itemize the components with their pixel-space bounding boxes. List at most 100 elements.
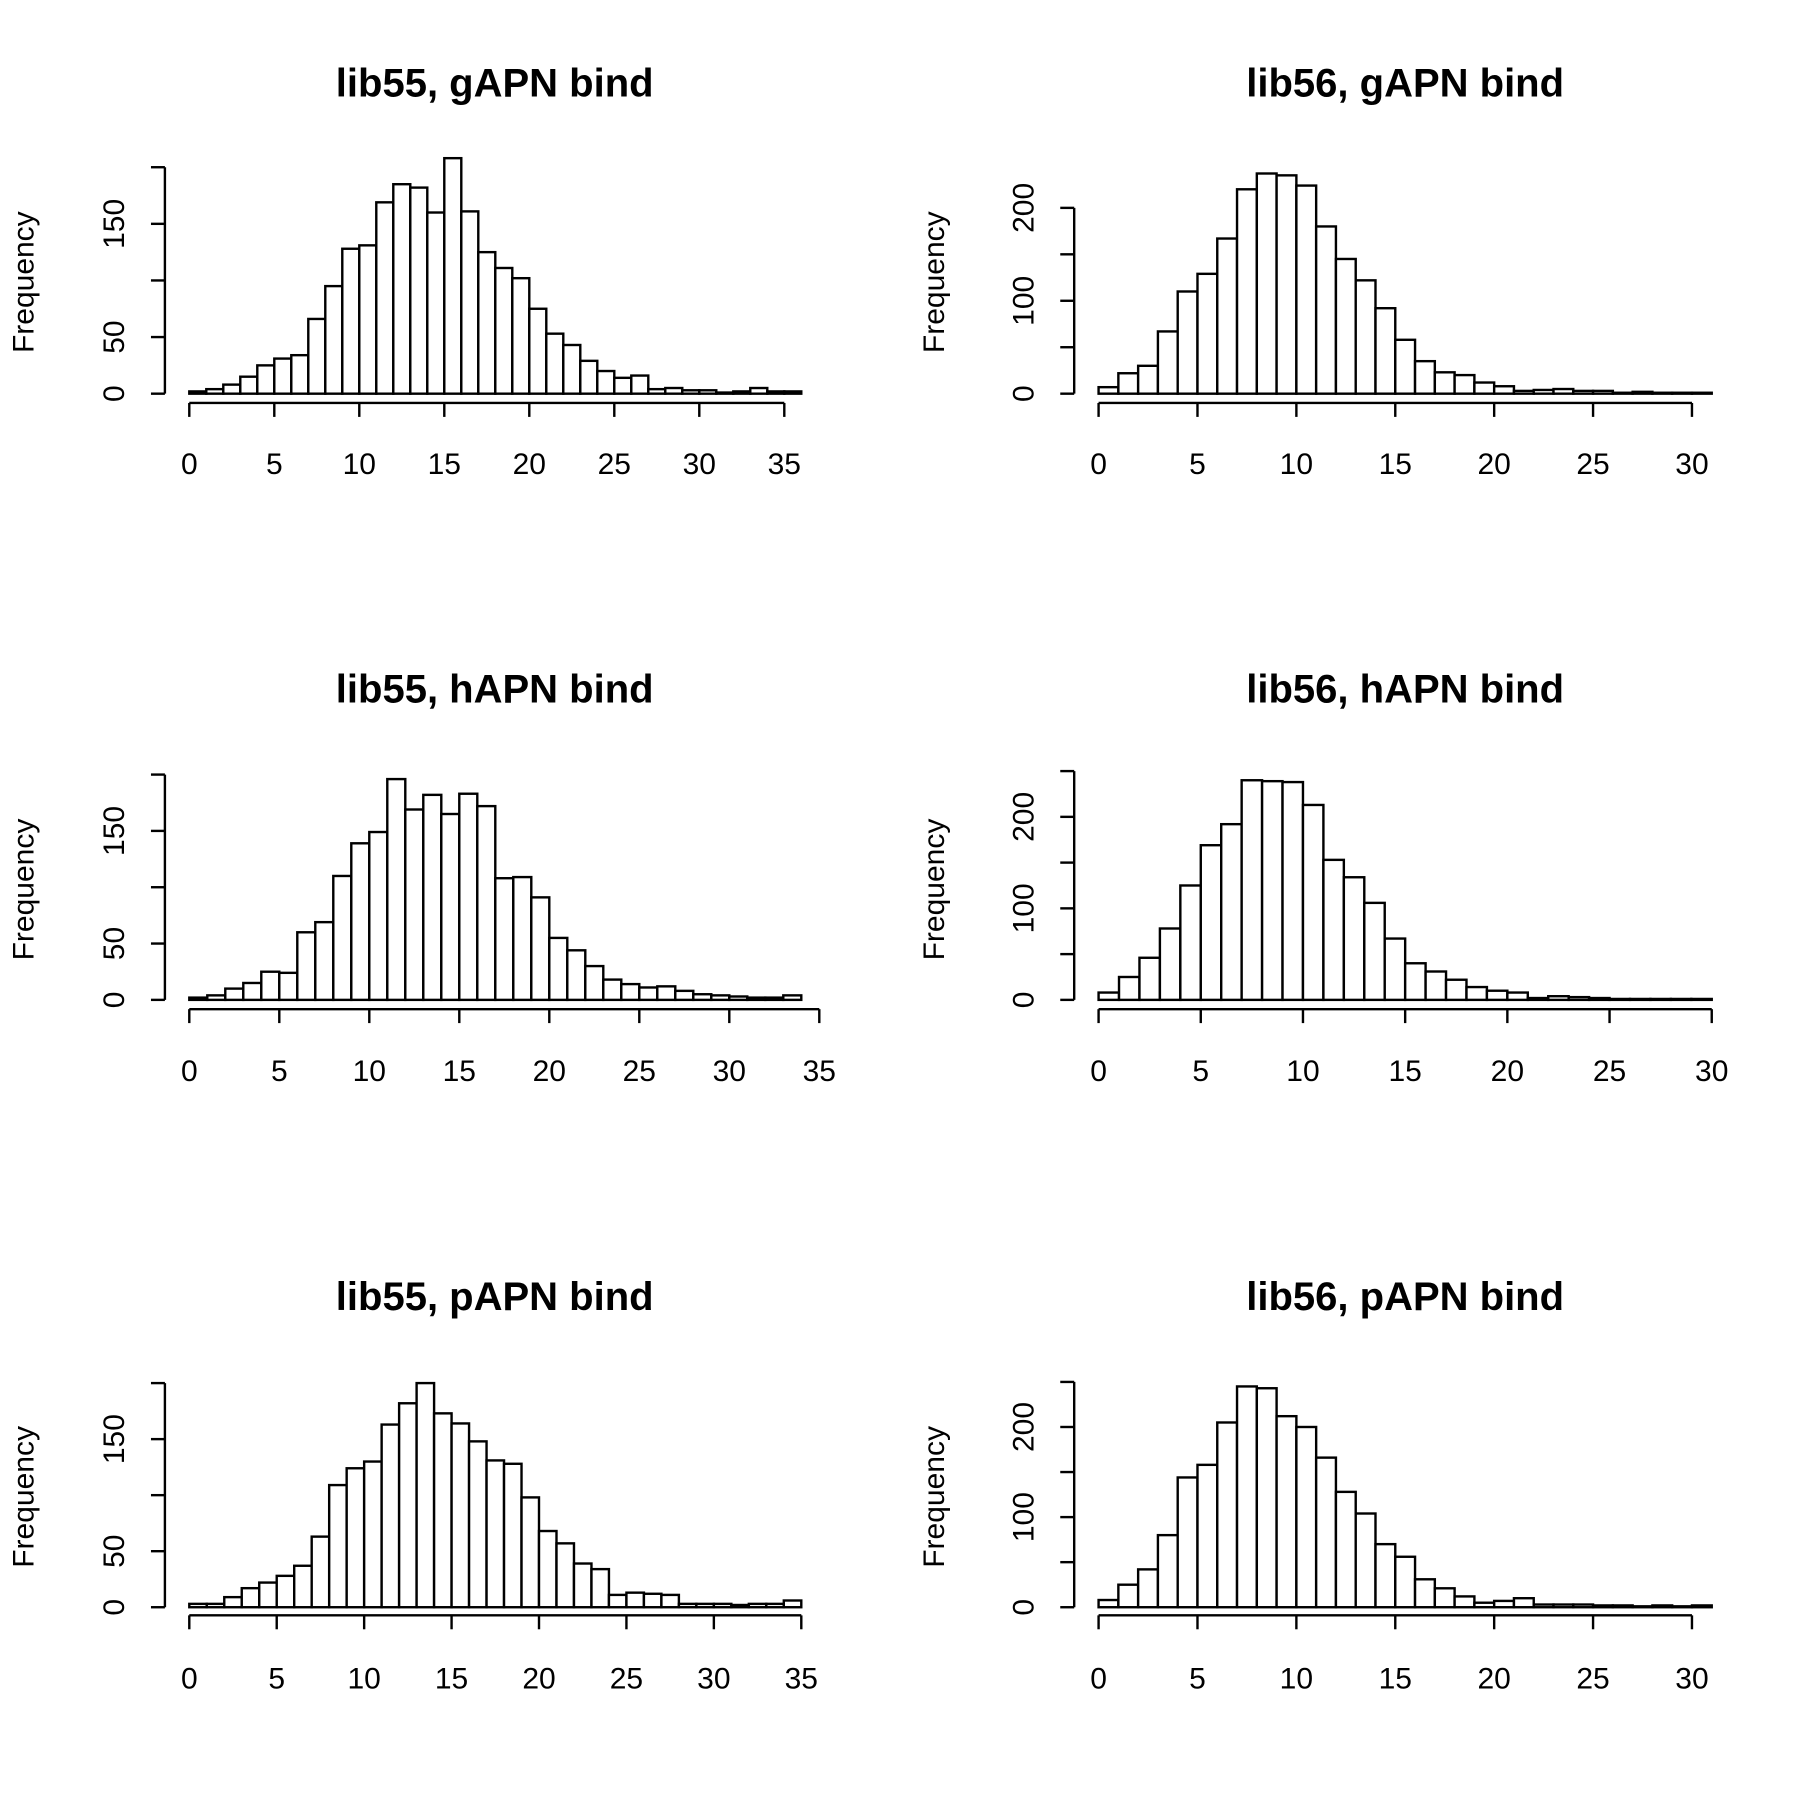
histogram-bar [380, 1423, 401, 1609]
histogram-bar [1117, 975, 1141, 1002]
histogram-bar [1526, 996, 1550, 1002]
y-tick-label: 200 [1007, 792, 1040, 842]
histogram-bar [1216, 1421, 1239, 1609]
y-tick-label: 0 [98, 385, 131, 402]
histogram-bar [477, 250, 497, 395]
histogram-bar [562, 343, 582, 395]
x-tick-label: 10 [353, 1055, 386, 1088]
histogram-panel: lib55, pAPN bind Frequency 0 5 10 15 20 25 30 35 0… [7, 1275, 818, 1696]
histogram-bar [1220, 822, 1243, 1002]
histogram-bar [782, 1599, 803, 1609]
histogram-bar [324, 284, 344, 395]
histogram-bar [625, 1591, 646, 1609]
x-tick-label: 15 [428, 448, 461, 481]
histogram-bar [392, 183, 412, 395]
histogram-bar [1591, 389, 1615, 395]
y-tick-label: 0 [98, 992, 131, 1009]
y-axis-label: Frequency [918, 1426, 951, 1568]
y-tick-label: 0 [1007, 385, 1040, 402]
x-tick-label: 20 [522, 1663, 555, 1696]
histogram-bar [415, 1381, 436, 1609]
histogram-bar [426, 211, 446, 395]
histogram-bar [695, 1602, 716, 1609]
y-tick-label: 100 [1007, 276, 1040, 326]
histogram-bar [404, 808, 425, 1002]
histogram-bar [1275, 1414, 1298, 1609]
y-tick-label: 50 [98, 320, 131, 353]
histogram-bar [1255, 172, 1278, 395]
y-tick-label: 150 [98, 199, 131, 249]
histogram-bar [728, 995, 749, 1002]
histogram-bar [1552, 387, 1575, 395]
x-tick-label: 10 [1286, 1055, 1319, 1088]
chart-title: lib56, gAPN bind [1246, 61, 1564, 105]
histogram-bar [765, 1602, 786, 1609]
histogram-bar [502, 1462, 523, 1609]
histogram-bar [1255, 1387, 1278, 1609]
histogram-bar [1179, 884, 1202, 1002]
histogram-bar [783, 390, 803, 395]
histogram-bar [1156, 1533, 1179, 1609]
histogram-bar [1363, 901, 1386, 1002]
histogram-bar [314, 920, 335, 1002]
histogram-bar [1138, 956, 1162, 1002]
histogram-bar [467, 1440, 488, 1609]
histogram-bar [1651, 391, 1674, 395]
histogram-bar [647, 387, 667, 395]
x-tick-label: 5 [268, 1663, 285, 1696]
histogram-bar [1176, 290, 1199, 395]
x-tick-label: 20 [533, 1055, 566, 1088]
y-axis-label: Frequency [7, 211, 40, 353]
histogram-bar [1631, 1605, 1654, 1609]
histogram-bar [358, 244, 378, 395]
histogram-bar [511, 276, 531, 395]
chart-title: lib56, pAPN bind [1246, 1275, 1564, 1319]
y-axis-label: Frequency [7, 1426, 40, 1568]
histogram-bar [224, 987, 245, 1002]
histogram-bar [307, 317, 327, 395]
histogram-bar [1532, 1603, 1555, 1609]
y-tick-label: 50 [98, 927, 131, 960]
histogram-bar [1453, 1595, 1476, 1609]
y-tick-label: 100 [1007, 883, 1040, 933]
histogram-bar [386, 777, 407, 1002]
histogram-bar [642, 1592, 663, 1609]
histogram-bar [1354, 279, 1377, 395]
x-tick-label: 20 [1477, 448, 1510, 481]
histogram-bar [782, 994, 803, 1002]
histogram-bar [674, 989, 695, 1002]
histogram-bar [188, 390, 208, 395]
x-tick-label: 5 [266, 448, 283, 481]
histogram-bar [345, 1467, 366, 1609]
y-tick-label: 150 [98, 806, 131, 856]
histogram-bar [512, 875, 533, 1002]
histogram-bar [397, 1402, 418, 1609]
histogram-bar [584, 964, 605, 1002]
histogram-bar [1158, 927, 1182, 1002]
histogram-bar [1403, 962, 1427, 1002]
histogram-bar [656, 985, 677, 1002]
histogram-bar [607, 1593, 628, 1609]
x-tick-label: 0 [181, 448, 198, 481]
histogram-bar [432, 1412, 453, 1609]
histogram-bar [1465, 985, 1489, 1002]
chart-title: lib55, hAPN bind [336, 668, 654, 712]
histogram-bar [1649, 997, 1673, 1002]
histogram-bar [630, 374, 650, 395]
histogram-bar [1453, 373, 1476, 395]
x-tick-label: 30 [683, 448, 716, 481]
histogram-bar [188, 996, 209, 1002]
histogram-bar [1552, 1603, 1575, 1609]
y-tick-label: 200 [1007, 183, 1040, 233]
histogram-bar [1631, 390, 1654, 395]
histogram-bar [1413, 359, 1437, 395]
x-tick-label: 35 [803, 1055, 836, 1088]
x-tick-label: 5 [271, 1055, 288, 1088]
histogram-bar [494, 266, 514, 395]
histogram-bar [537, 1529, 558, 1609]
x-tick-label: 5 [1192, 1055, 1209, 1088]
histogram-bar [222, 383, 242, 395]
x-tick-label: 25 [1576, 448, 1609, 481]
histogram-bar [1260, 779, 1284, 1002]
histogram-bar [1097, 385, 1120, 395]
